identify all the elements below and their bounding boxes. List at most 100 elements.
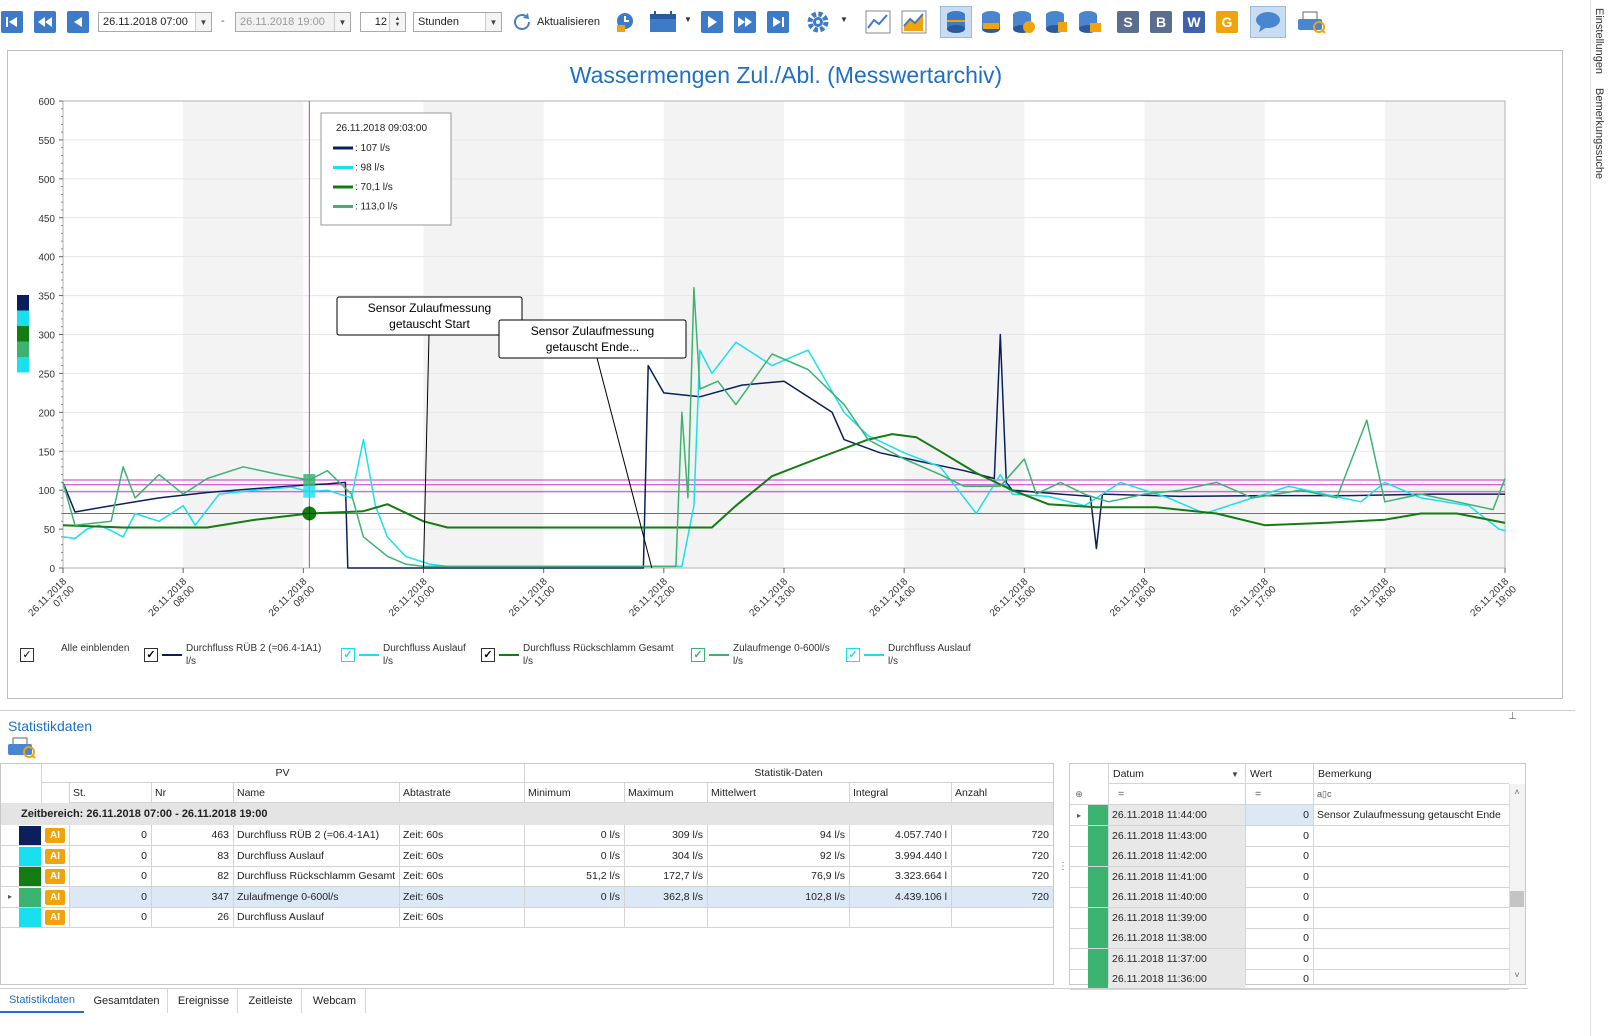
table-cell[interactable]: 0 l/s — [600, 849, 620, 862]
s-button[interactable]: S — [1117, 11, 1139, 33]
table-cell[interactable]: 362,8 l/s — [663, 890, 703, 903]
value-cell[interactable]: 0 — [1303, 973, 1309, 985]
date-cell[interactable]: 26.11.2018 11:42:00 — [1108, 846, 1245, 866]
pin-icon[interactable]: ⊥ — [1508, 711, 1517, 722]
date-cell[interactable]: 26.11.2018 11:44:00 — [1108, 805, 1245, 825]
area-chart-button[interactable] — [900, 10, 928, 34]
table-cell[interactable]: Zeit: 60s — [403, 849, 444, 862]
table-cell[interactable]: 102,8 l/s — [805, 890, 845, 903]
calendar-dropdown-icon[interactable]: ▼ — [684, 15, 692, 24]
first-page-button[interactable] — [0, 10, 24, 34]
series-line-3[interactable] — [62, 433, 1506, 529]
table-cell[interactable]: Zeit: 60s — [403, 911, 444, 923]
table-cell[interactable]: Zeit: 60s — [403, 829, 444, 841]
filter-datum[interactable]: = — [1118, 788, 1125, 800]
annotation-box[interactable] — [336, 296, 523, 336]
column-header[interactable]: Anzahl — [951, 783, 1053, 803]
show-all-checkbox[interactable]: ✓ — [20, 648, 34, 662]
table-cell[interactable]: Durchfluss RÜB 2 (=06.4-1A1) — [237, 829, 380, 841]
unit-select[interactable]: Stunden ▼ — [413, 12, 502, 32]
remark-cell[interactable] — [1313, 949, 1509, 969]
column-header[interactable]: Name — [233, 783, 399, 803]
filter-bemerkung[interactable]: a▯c — [1317, 788, 1332, 799]
line-chart-button[interactable] — [864, 10, 892, 34]
chevron-down-icon[interactable]: ▼ — [1231, 769, 1239, 779]
table-cell[interactable]: Zeit: 60s — [403, 890, 444, 903]
tab-webcam[interactable]: Webcam — [304, 989, 366, 1013]
scroll-down-icon[interactable]: ˅ — [1514, 970, 1520, 980]
table-cell[interactable]: 720 — [1031, 829, 1049, 841]
last-page-button[interactable] — [766, 10, 790, 34]
remark-cell[interactable] — [1313, 846, 1509, 866]
table-cell[interactable]: Durchfluss Auslauf — [237, 911, 324, 923]
table-cell[interactable] — [849, 907, 951, 927]
table-cell[interactable] — [707, 907, 849, 927]
scroll-up-icon[interactable]: ˄ — [1514, 787, 1520, 797]
column-header[interactable]: Minimum — [524, 783, 624, 803]
legend-checkbox[interactable]: ✓ — [481, 648, 495, 662]
splitter-handle[interactable]: ⋮ — [1058, 861, 1068, 872]
remark-cell[interactable] — [1313, 969, 1509, 989]
remark-cell[interactable] — [1313, 908, 1509, 928]
table-cell[interactable] — [524, 907, 624, 927]
b-button[interactable]: B — [1150, 11, 1172, 33]
print-preview-button[interactable] — [1295, 10, 1327, 34]
table-cell[interactable]: 304 l/s — [672, 849, 703, 862]
tab-zeitleiste[interactable]: Zeitleiste — [240, 989, 302, 1013]
stepper-arrows-icon[interactable]: ▲ ▼ — [389, 13, 405, 31]
table-cell[interactable]: 4.057.740 l — [895, 829, 947, 841]
table-cell[interactable]: 463 — [211, 829, 229, 841]
table-cell[interactable]: 0 — [141, 829, 147, 841]
table-cell[interactable]: 347 — [211, 890, 229, 903]
fast-forward-button[interactable] — [733, 10, 757, 34]
time-lock-button[interactable] — [613, 10, 637, 34]
value-cell[interactable]: 0 — [1303, 829, 1309, 842]
series-line-1[interactable] — [62, 333, 1505, 569]
group-row[interactable]: Zeitbereich: 26.11.2018 07:00 - 26.11.20… — [1, 803, 1053, 825]
column-header[interactable]: Integral — [849, 783, 951, 803]
db-mwa-button[interactable] — [978, 10, 1004, 34]
date-cell[interactable]: 26.11.2018 11:43:00 — [1108, 825, 1245, 846]
legend-checkbox[interactable]: ✓ — [341, 648, 355, 662]
table-cell[interactable]: 4.439.106 l — [895, 890, 947, 903]
table-cell[interactable]: 83 — [217, 849, 229, 862]
archive-button[interactable] — [940, 6, 972, 38]
remark-cell[interactable] — [1313, 867, 1509, 887]
table-cell[interactable]: 0 — [141, 849, 147, 862]
db-calendar-button[interactable] — [1077, 10, 1103, 34]
tab-bemerkungssuche[interactable]: Bemerkungssuche — [1593, 88, 1605, 180]
rewind-button[interactable] — [33, 10, 57, 34]
table-cell[interactable] — [624, 907, 707, 927]
table-cell[interactable]: 3.323.664 l — [895, 870, 947, 882]
legend-checkbox[interactable]: ✓ — [144, 648, 158, 662]
count-stepper[interactable]: 12 ▲ ▼ — [360, 12, 406, 32]
table-cell[interactable]: 3.994.440 l — [895, 849, 947, 862]
db-clock-button[interactable] — [1011, 10, 1037, 34]
stats-print-button[interactable] — [6, 737, 36, 762]
value-cell[interactable]: 0 — [1303, 952, 1309, 965]
db-export-button[interactable] — [1044, 10, 1070, 34]
previous-button[interactable] — [66, 10, 90, 34]
table-cell[interactable]: 82 — [217, 870, 229, 882]
table-cell[interactable]: 720 — [1031, 890, 1049, 903]
table-cell[interactable]: 94 l/s — [819, 829, 845, 841]
table-cell[interactable]: 172,7 l/s — [663, 870, 703, 882]
table-cell[interactable]: 0 — [141, 870, 147, 882]
annotation-box[interactable] — [498, 319, 687, 359]
column-header[interactable]: Mittelwert — [707, 783, 849, 803]
table-cell[interactable]: Zeit: 60s — [403, 870, 444, 882]
g-button[interactable]: G — [1216, 11, 1238, 33]
table-cell[interactable]: 0 — [141, 911, 147, 923]
date-cell[interactable]: 26.11.2018 11:37:00 — [1108, 948, 1245, 969]
date-from-select[interactable]: 26.11.2018 07:00 ▼ — [98, 12, 212, 32]
value-cell[interactable]: 0 — [1303, 870, 1309, 883]
tab-einstellungen[interactable]: Einstellungen — [1593, 8, 1605, 75]
legend-checkbox[interactable]: ✓ — [846, 648, 860, 662]
table-cell[interactable]: Zulaufmenge 0-600l/s — [237, 890, 339, 903]
table-cell[interactable]: 92 l/s — [819, 849, 845, 862]
tab-statistikdaten[interactable]: Statistikdaten — [0, 989, 84, 1013]
remark-cell[interactable]: Sensor Zulaufmessung getauscht Ende — [1317, 809, 1501, 821]
table-cell[interactable]: Durchfluss Rückschlamm Gesamt — [237, 870, 396, 882]
scrollbar-track[interactable] — [1509, 784, 1525, 984]
play-button[interactable] — [700, 10, 724, 34]
